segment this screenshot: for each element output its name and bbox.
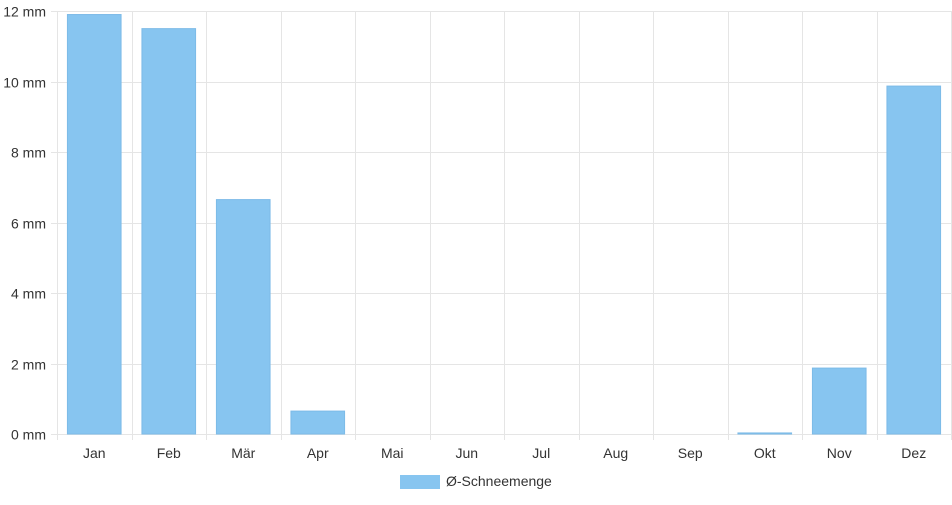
bar-mär[interactable] — [215, 199, 271, 435]
x-tick-label: Okt — [754, 445, 776, 461]
y-tick-label: 2 mm — [11, 357, 46, 373]
bar-jan[interactable] — [66, 14, 122, 435]
x-tick-label: Feb — [157, 445, 181, 461]
y-axis: 0 mm 2 mm 4 mm 6 mm 8 mm 10 mm 12 mm — [3, 4, 46, 443]
x-tick-label: Jul — [532, 445, 550, 461]
y-tick-label: 6 mm — [11, 216, 46, 232]
x-tick-label: Jun — [455, 445, 478, 461]
x-tick-label: Dez — [901, 445, 926, 461]
bar-nov[interactable] — [811, 367, 867, 435]
legend-label: Ø-Schneemenge — [446, 473, 552, 489]
x-tick-label: Aug — [603, 445, 628, 461]
bar-dez[interactable] — [886, 85, 942, 435]
bar-okt[interactable] — [737, 432, 793, 435]
legend-swatch — [400, 475, 440, 489]
y-tick-label: 0 mm — [11, 427, 46, 443]
y-tick-label: 4 mm — [11, 286, 46, 302]
grid-lines — [51, 11, 952, 440]
x-tick-label: Mär — [231, 445, 255, 461]
x-tick-label: Nov — [827, 445, 852, 461]
y-tick-label: 12 mm — [3, 4, 46, 20]
bar-apr[interactable] — [290, 410, 346, 435]
y-tick-label: 10 mm — [3, 75, 46, 91]
x-tick-label: Jan — [83, 445, 106, 461]
x-tick-label: Mai — [381, 445, 404, 461]
x-tick-label: Sep — [678, 445, 703, 461]
x-tick-label: Apr — [307, 445, 329, 461]
x-axis: Jan Feb Mär Apr Mai Jun Jul Aug Sep Okt Nov Dez — [83, 445, 926, 461]
y-tick-label: 8 mm — [11, 145, 46, 161]
bar-series — [66, 14, 942, 435]
bar-feb[interactable] — [141, 28, 197, 435]
legend[interactable]: Ø-Schneemenge — [400, 473, 552, 489]
